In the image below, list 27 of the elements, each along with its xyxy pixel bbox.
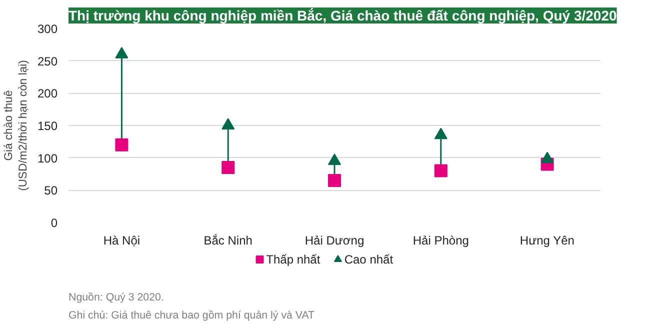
legend-label: Cao nhất xyxy=(344,252,394,266)
point xyxy=(434,164,448,178)
x-tick-label: Hưng Yên xyxy=(520,234,574,248)
legend-label: Thấp nhất xyxy=(266,252,321,266)
y-tick-label: 250 xyxy=(37,54,58,68)
x-tick-label: Hải Phòng xyxy=(412,234,469,248)
point xyxy=(328,174,341,187)
y-tick-label: 100 xyxy=(37,151,58,166)
y-tick-label: 50 xyxy=(44,184,58,198)
point xyxy=(328,154,341,166)
y-tick-label: 150 xyxy=(37,119,58,133)
y-tick-label: 300 xyxy=(37,22,58,36)
point xyxy=(115,46,128,58)
point xyxy=(222,161,235,174)
y-tick-label: 200 xyxy=(37,86,58,101)
x-tick-label: Bắc Ninh xyxy=(204,234,252,248)
point xyxy=(115,138,128,152)
point xyxy=(222,118,235,130)
point xyxy=(540,152,554,164)
point xyxy=(434,128,448,140)
x-tick-label: Hải Dương xyxy=(304,234,364,248)
x-tick-label: Hà Nội xyxy=(103,234,140,248)
y-axis-title: Giá chào thuê (USD/m2/thời hạn còn lại) xyxy=(3,60,30,191)
text: Ghi chú: Giá thuê chưa bao gồm phí quản lý và VAT xyxy=(68,310,316,322)
y-tick-label: 0 xyxy=(50,216,58,230)
text: Nguồn: Quý 3 2020. xyxy=(68,292,164,304)
chart-title: Thị trường khu công nghiệp miền Bắc, Giá chào thuê đất công nghiệp, Quý 3/2020 xyxy=(68,8,617,24)
